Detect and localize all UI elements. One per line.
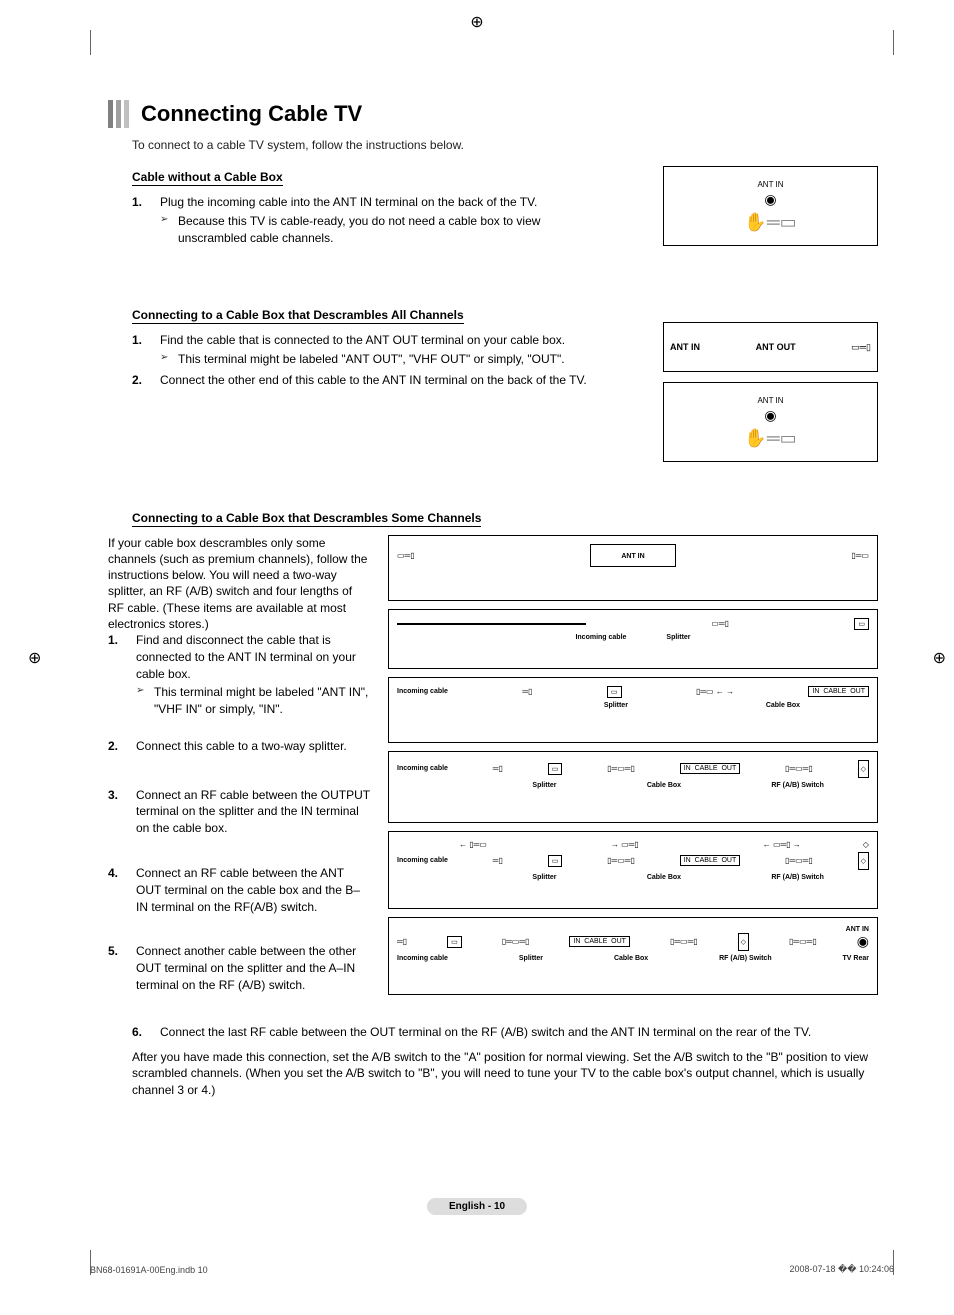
step-text: Find and disconnect the cable that is co… <box>136 633 356 681</box>
step-text: Find the cable that is connected to the … <box>160 333 565 347</box>
content-area: Connecting Cable TV To connect to a cabl… <box>108 100 878 1117</box>
step-text: Connect an RF cable between the ANT OUT … <box>136 866 360 914</box>
intro-text: To connect to a cable TV system, follow … <box>132 138 878 152</box>
step-item: 3. Connect an RF cable between the OUTPU… <box>108 787 370 837</box>
title-accent <box>116 100 121 128</box>
diagram-step3: Incoming cable ═▯ ▭ ▯═▭ ← → IN CABLE OUT <box>388 677 878 743</box>
diagram-label: Incoming cable <box>575 634 626 641</box>
section-intro: If your cable box descrambles only some … <box>108 535 368 632</box>
step-number: 1. <box>108 632 118 649</box>
diagram-label: ANT IN <box>757 180 783 189</box>
step-text: Connect the other end of this cable to t… <box>160 373 587 387</box>
crop-mark <box>893 30 894 55</box>
step-note: Because this TV is cable-ready, you do n… <box>160 213 598 247</box>
step-item: 5. Connect another cable between the oth… <box>108 943 370 993</box>
step-item: 2. Connect the other end of this cable t… <box>132 372 598 389</box>
diagram-step1: ▭═▯ ANT IN ▯═▭ <box>388 535 878 601</box>
coax-icon: ◉ <box>857 933 869 950</box>
page: ⊕ ⊕ ⊕ Connecting Cable TV To connect to … <box>0 0 954 1315</box>
step-number: 6. <box>132 1024 142 1041</box>
section-no-cable-box: Cable without a Cable Box 1. Plug the in… <box>108 166 878 246</box>
diagram-column: ▭═▯ ANT IN ▯═▭ ▭═▯ ▭ <box>388 535 878 1003</box>
crop-mark <box>90 30 91 55</box>
hand-icon: ✋═▭ <box>744 428 796 449</box>
step-text: Plug the incoming cable into the ANT IN … <box>160 195 537 209</box>
splitter-box: ▭ <box>854 618 869 630</box>
step-text: Connect the last RF cable between the OU… <box>160 1025 811 1039</box>
coax-icon: ◉ <box>764 407 776 424</box>
step-text: Connect this cable to a two-way splitter… <box>136 739 347 753</box>
page-number-badge: English - 10 <box>427 1198 527 1215</box>
splitter-box: ▭ <box>607 686 622 698</box>
registration-mark-right: ⊕ <box>933 648 946 668</box>
diagram-step2: ▭═▯ ▭ Incoming cable Splitter <box>388 609 878 669</box>
diagram-step4: Incoming cable ═▯ ▭ ▯═▭═▯ IN CABLE OUT ▯… <box>388 751 878 823</box>
diagram-label: RF (A/B) Switch <box>771 782 824 789</box>
section-heading: Connecting to a Cable Box that Descrambl… <box>132 308 464 324</box>
step-text: Connect an RF cable between the OUTPUT t… <box>136 788 370 836</box>
diagram-antin-hand: ANT IN ◉ ✋═▭ <box>663 166 878 246</box>
section-heading: Cable without a Cable Box <box>132 170 283 186</box>
step-item: 1. Plug the incoming cable into the ANT … <box>132 194 598 246</box>
page-title: Connecting Cable TV <box>141 101 362 127</box>
step-item: 1. Find the cable that is connected to t… <box>132 332 598 368</box>
step-note: This terminal might be labeled "ANT OUT"… <box>160 351 598 368</box>
step-number: 1. <box>132 332 142 349</box>
diagram-step5: ← ▯═▭→ ▭═▯← ▭═▯ →◇ Incoming cable ═▯ ▭ ▯… <box>388 831 878 909</box>
diagram-label: ANT IN <box>397 926 869 933</box>
step-number: 2. <box>132 372 142 389</box>
diagram-label: Cable Box <box>647 782 681 789</box>
step-number: 5. <box>108 943 118 960</box>
step-number: 3. <box>108 787 118 804</box>
step-text: Connect another cable between the other … <box>136 944 356 992</box>
step-item: 2. Connect this cable to a two-way split… <box>108 738 370 755</box>
diagram-label: Splitter <box>532 782 556 789</box>
connector-icon: ▭═▯ <box>397 551 415 560</box>
diagram-label: ANT IN <box>670 342 700 352</box>
step-item: 1. Find and disconnect the cable that is… <box>108 632 370 718</box>
registration-mark-top: ⊕ <box>470 12 483 32</box>
hand-icon: ✋═▭ <box>744 212 796 233</box>
title-accent <box>108 100 113 128</box>
cable-box: IN CABLE OUT <box>808 686 869 697</box>
section-all-channels: Connecting to a Cable Box that Descrambl… <box>108 304 878 388</box>
registration-mark-left: ⊕ <box>28 648 41 668</box>
diagram-step6: ANT IN ═▯ ▭ ▯═▭═▯ IN CABLE OUT ▯═▭═▯ <box>388 917 878 995</box>
step-item: 6. Connect the last RF cable between the… <box>132 1024 878 1041</box>
step-number: 1. <box>132 194 142 211</box>
after-text: After you have made this connection, set… <box>132 1049 878 1099</box>
connector-icon: ▭═▯ <box>851 342 871 353</box>
diagram-label: Splitter <box>666 634 690 641</box>
diagram-label: Cable Box <box>766 702 800 709</box>
footer-filename: BN68-01691A-00Eng.indb 10 <box>90 1265 208 1275</box>
section-heading: Connecting to a Cable Box that Descrambl… <box>132 511 481 527</box>
section-some-channels: Connecting to a Cable Box that Descrambl… <box>108 507 878 1099</box>
diagram-label: Incoming cable <box>397 688 448 695</box>
title-accent <box>124 100 129 128</box>
connector-icon: ▭═▯ <box>711 619 729 628</box>
diagram-cable-box: ANT IN ANT OUT ▭═▯ <box>663 322 878 372</box>
diagram-label: ANT IN <box>757 396 783 405</box>
diagram-label: Splitter <box>604 702 628 709</box>
step-number: 4. <box>108 865 118 882</box>
diagram-label: Incoming cable <box>397 765 448 772</box>
step-number: 2. <box>108 738 118 755</box>
box: ANT IN <box>590 544 675 567</box>
step-item: 4. Connect an RF cable between the ANT O… <box>108 865 370 915</box>
connector-icon: ▯═▭ <box>851 551 869 560</box>
footer-timestamp: 2008-07-18 �� 10:24:06 <box>789 1264 894 1275</box>
diagram-label: ANT OUT <box>756 342 796 352</box>
diagram-antin-hand-2: ANT IN ◉ ✋═▭ <box>663 382 878 462</box>
step-note: This terminal might be labeled "ANT IN",… <box>136 684 370 718</box>
title-bar: Connecting Cable TV <box>108 100 878 128</box>
coax-icon: ◉ <box>764 191 776 208</box>
diagram-label: ANT IN <box>621 553 644 560</box>
